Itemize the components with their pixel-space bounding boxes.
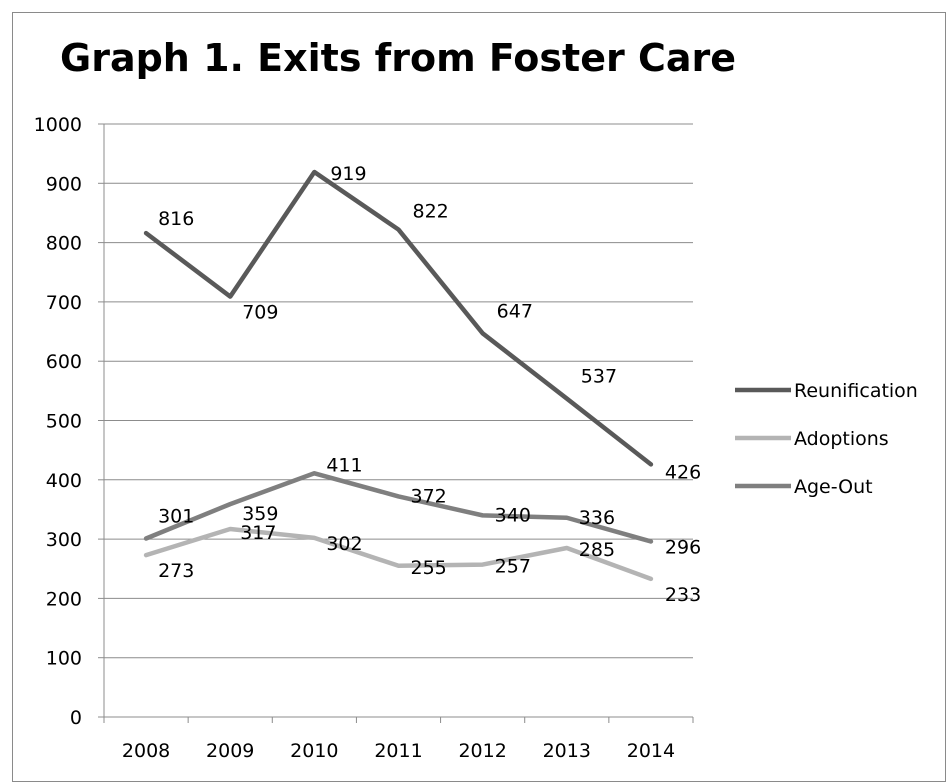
- x-tick-label: 2013: [543, 740, 591, 762]
- legend: Reunification Adoptions Age-Out: [735, 380, 918, 498]
- data-label: 340: [495, 504, 531, 526]
- data-label: 919: [330, 163, 366, 185]
- data-label: 426: [665, 461, 701, 483]
- y-axis: 0 100 200 300 400 500 600 700 800 900 1000: [34, 114, 105, 729]
- y-tick-label: 100: [46, 648, 82, 670]
- legend-label-adoptions: Adoptions: [794, 428, 889, 450]
- series-line-age-out: [143, 471, 654, 544]
- series-line-adoptions: [143, 526, 654, 582]
- legend-label-age-out: Age-Out: [794, 476, 873, 498]
- data-label: 273: [158, 560, 194, 582]
- data-label: 411: [326, 454, 362, 476]
- data-label: 302: [326, 533, 362, 555]
- y-tick-label: 200: [46, 588, 82, 610]
- data-label: 537: [581, 366, 617, 388]
- y-tick-label: 0: [70, 707, 82, 729]
- data-label: 285: [579, 539, 615, 561]
- data-label: 233: [665, 584, 701, 606]
- data-label: 255: [411, 557, 447, 579]
- data-label: 372: [411, 485, 447, 507]
- data-label: 301: [158, 506, 194, 528]
- data-label: 336: [579, 507, 615, 529]
- y-tick-label: 900: [46, 173, 82, 195]
- x-axis: 2008 2009 2010 2011 2012 2013 2014: [103, 716, 694, 762]
- data-label: 257: [495, 556, 531, 578]
- y-tick-label: 1000: [34, 114, 82, 136]
- y-tick-label: 500: [46, 411, 82, 433]
- x-tick-label: 2010: [290, 740, 338, 762]
- data-label: 296: [665, 536, 701, 558]
- x-tick-label: 2008: [122, 740, 170, 762]
- data-label: 359: [242, 503, 278, 525]
- legend-label-reunification: Reunification: [794, 380, 918, 402]
- y-tick-label: 400: [46, 470, 82, 492]
- data-label: 709: [242, 302, 278, 324]
- gridlines: [104, 123, 693, 659]
- x-tick-label: 2009: [206, 740, 254, 762]
- series-lines: [143, 169, 654, 582]
- y-tick-label: 800: [46, 233, 82, 255]
- data-label: 647: [497, 300, 533, 322]
- data-labels: 816 709 919 822 647 537 426 273 317 302 255 257 285 2…: [158, 163, 701, 606]
- chart-title: Graph 1. Exits from Foster Care: [60, 36, 736, 80]
- data-label: 822: [413, 201, 449, 223]
- y-tick-label: 600: [46, 351, 82, 373]
- x-tick-label: 2011: [374, 740, 422, 762]
- data-label: 317: [240, 522, 276, 544]
- data-label: 816: [158, 208, 194, 230]
- x-tick-label: 2014: [627, 740, 675, 762]
- x-tick-label: 2012: [458, 740, 506, 762]
- y-tick-label: 700: [46, 292, 82, 314]
- series-line-reunification: [143, 169, 654, 467]
- y-tick-label: 300: [46, 529, 82, 551]
